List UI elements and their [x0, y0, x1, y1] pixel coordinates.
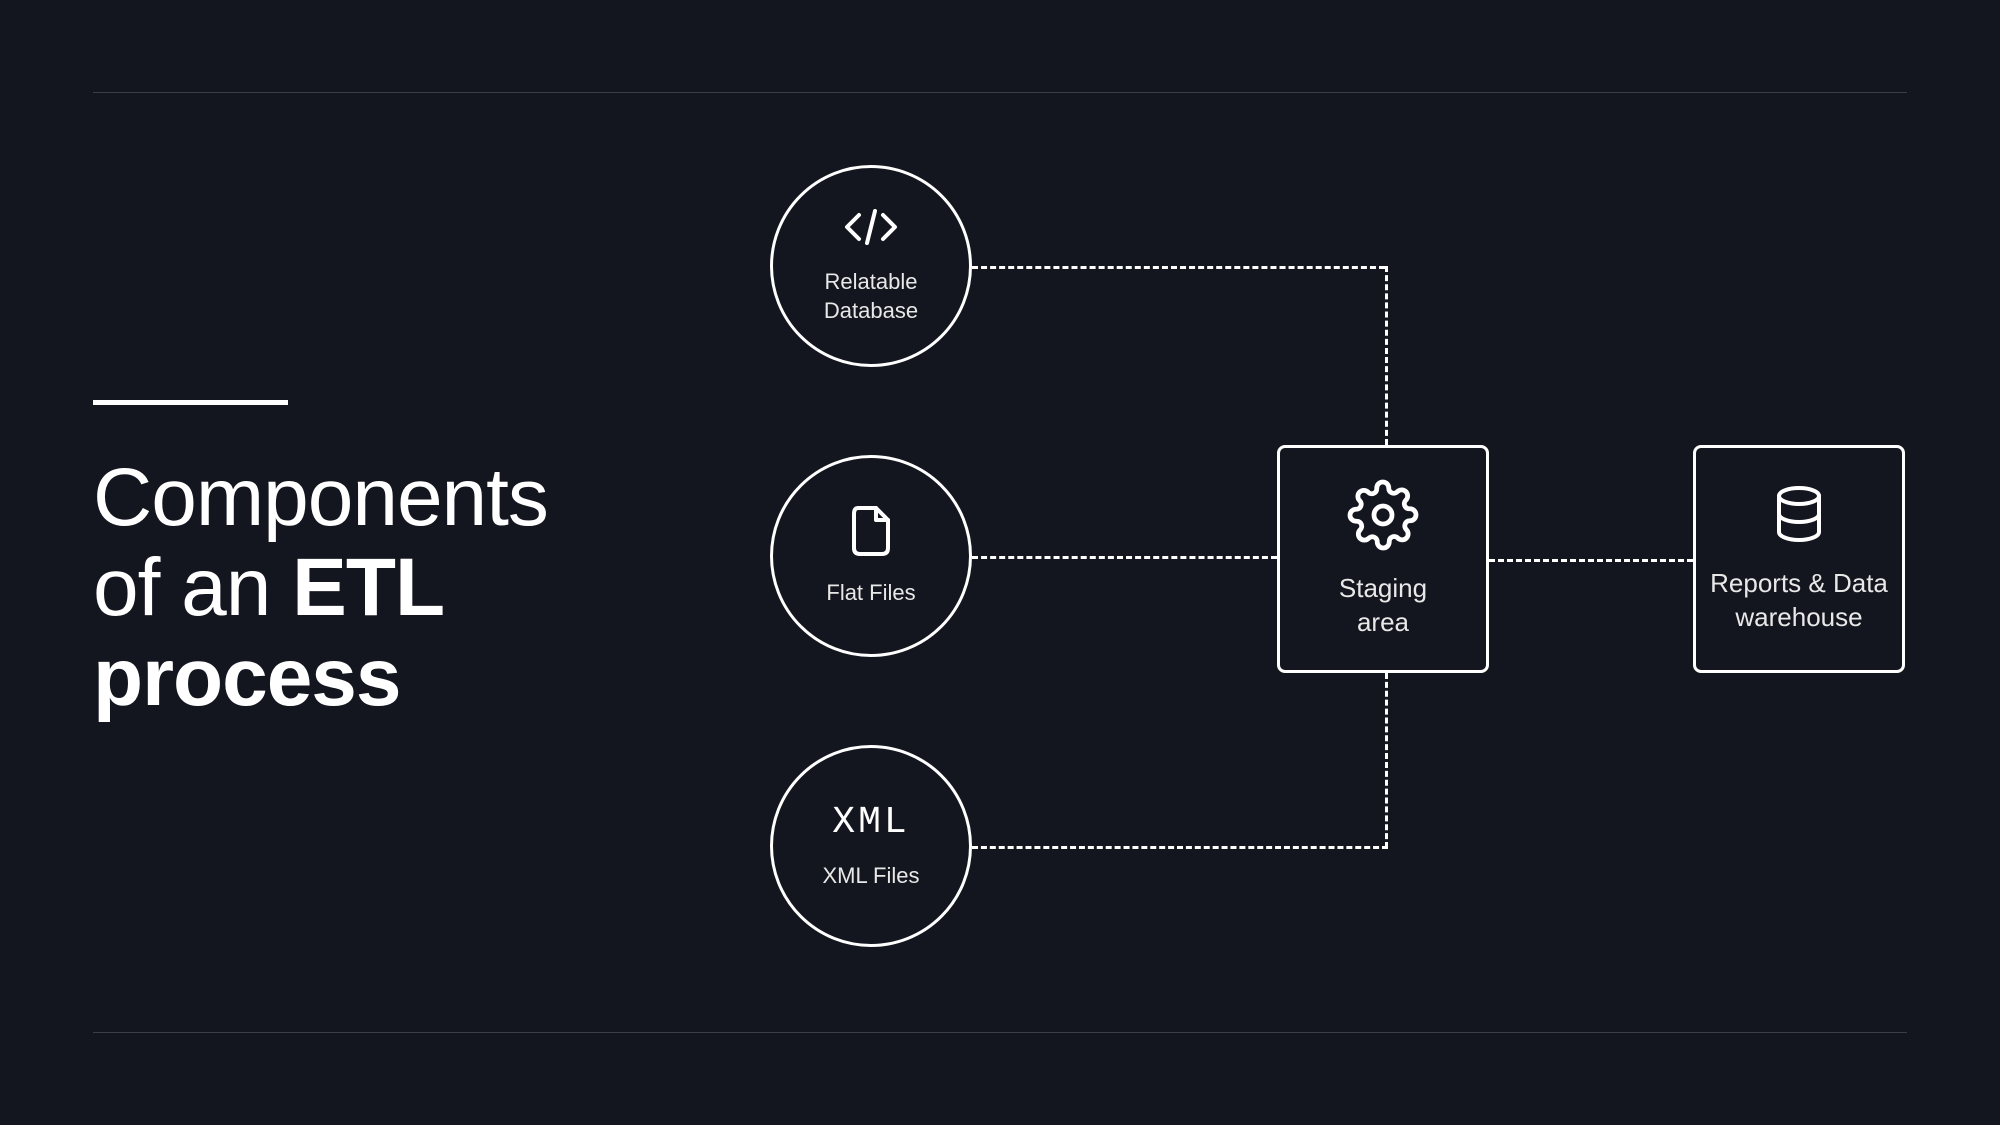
node-xml-files: XML XML Files: [770, 745, 972, 947]
node-label: XML Files: [823, 862, 920, 891]
file-icon: [848, 504, 894, 563]
title-bold2: process: [93, 632, 401, 723]
edge-vertical-top: [1385, 266, 1388, 445]
page-title: Components of an ETL process: [93, 453, 548, 724]
title-bold1: ETL: [292, 542, 444, 633]
top-divider: [93, 92, 1907, 93]
node-staging-area: Staging area: [1277, 445, 1489, 673]
node-relatable-database: Relatable Database: [770, 165, 972, 367]
node-label: Relatable Database: [824, 268, 918, 325]
title-accent-bar: [93, 400, 288, 405]
gear-icon: [1347, 479, 1419, 556]
code-icon: [841, 207, 901, 252]
edge-source2-h: [972, 556, 1277, 559]
bottom-divider: [93, 1032, 1907, 1033]
title-line2: of an: [93, 542, 292, 633]
node-label: Reports & Data warehouse: [1710, 567, 1888, 635]
edge-source1-h: [972, 266, 1385, 269]
edge-staging-warehouse: [1489, 559, 1693, 562]
node-label: Staging area: [1339, 572, 1427, 640]
title-section: Components of an ETL process: [93, 400, 548, 724]
xml-icon: XML: [832, 801, 909, 844]
title-line1: Components: [93, 452, 548, 543]
edge-source3-h: [972, 846, 1388, 849]
etl-diagram: Relatable Database Flat Files XML XML Fi…: [770, 165, 1920, 965]
node-data-warehouse: Reports & Data warehouse: [1693, 445, 1905, 673]
node-label: Flat Files: [826, 579, 915, 608]
edge-vertical-bottom: [1385, 673, 1388, 848]
node-flat-files: Flat Files: [770, 455, 972, 657]
database-icon: [1771, 484, 1827, 551]
